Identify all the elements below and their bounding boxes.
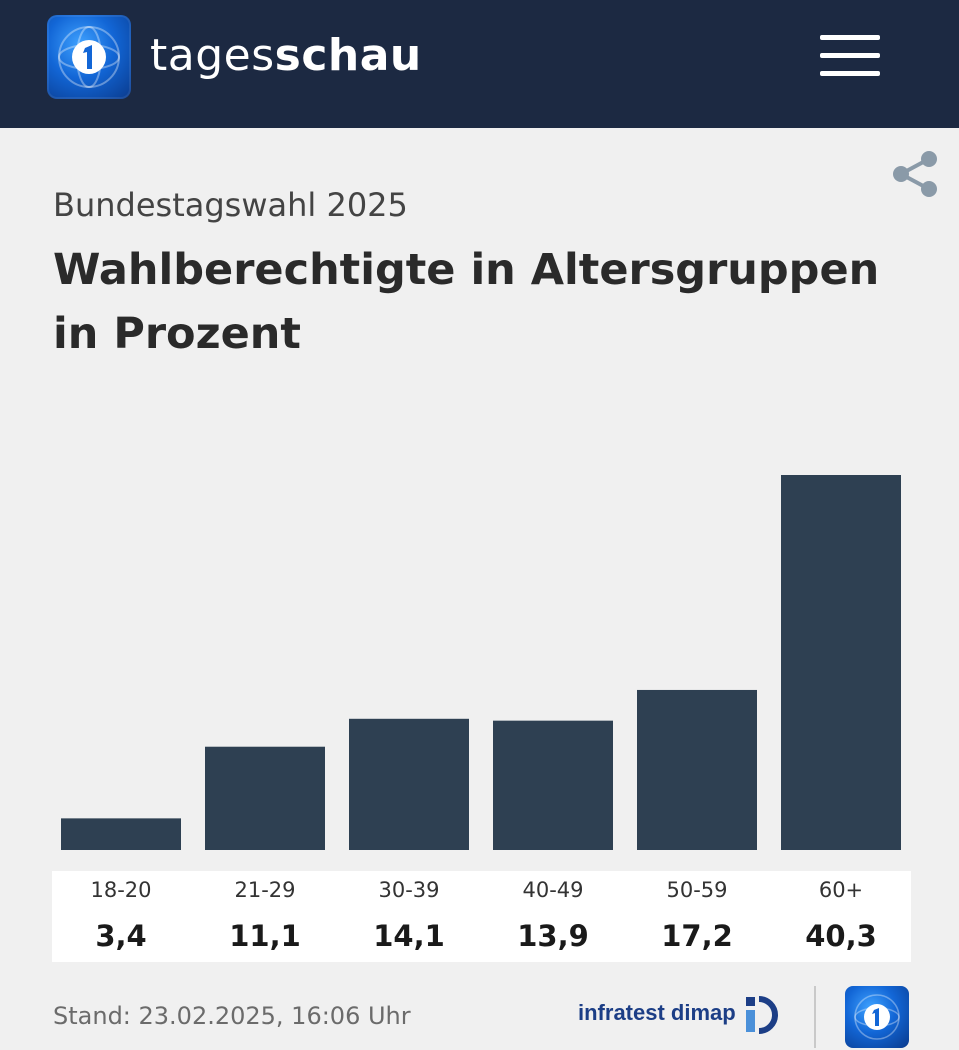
ard-one-logo-icon[interactable] [47,15,131,99]
value-label: 3,4 [95,919,146,953]
value-label: 17,2 [661,919,733,953]
category-label: 60+ [819,878,863,902]
brand-light: tages [150,30,275,81]
share-icon[interactable] [889,150,939,198]
footer-divider [814,986,816,1048]
bar-40-49 [493,720,613,850]
bar-30-39 [349,718,469,850]
bar-chart: 18-20 3,4 21-29 11,1 30-39 14,1 40-49 13,9 50-59… [61,475,901,953]
chart-subtitle: Bundestagswahl 2025 [53,186,408,224]
bar-60+ [781,475,901,850]
chart-title: Wahlberechtigte in Altersgruppen in Proz… [53,245,880,359]
value-label: 13,9 [517,919,589,953]
ard-one-logo-icon[interactable] [845,986,909,1048]
category-label: 18-20 [90,878,151,902]
category-label: 50-59 [666,878,727,902]
brand-bold: schau [274,30,422,81]
bar-18-20 [61,818,181,850]
value-label: 14,1 [373,919,445,953]
bar-50-59 [637,689,757,850]
chart-label-panel [52,871,911,962]
bar-21-29 [205,746,325,850]
value-label: 11,1 [229,919,301,953]
brand-name[interactable]: tagesschau [150,26,422,86]
category-label: 30-39 [378,878,439,902]
category-label: 21-29 [234,878,295,902]
infratest-dimap-logo-icon [740,995,786,1035]
site-header: tagesschau [0,0,959,128]
value-label: 40,3 [805,919,877,953]
timestamp-text: Stand: 23.02.2025, 16:06 Uhr [53,1002,411,1030]
source-label[interactable]: infratest dimap [578,1000,736,1025]
category-label: 40-49 [522,878,583,902]
hamburger-menu-icon[interactable] [820,35,880,79]
